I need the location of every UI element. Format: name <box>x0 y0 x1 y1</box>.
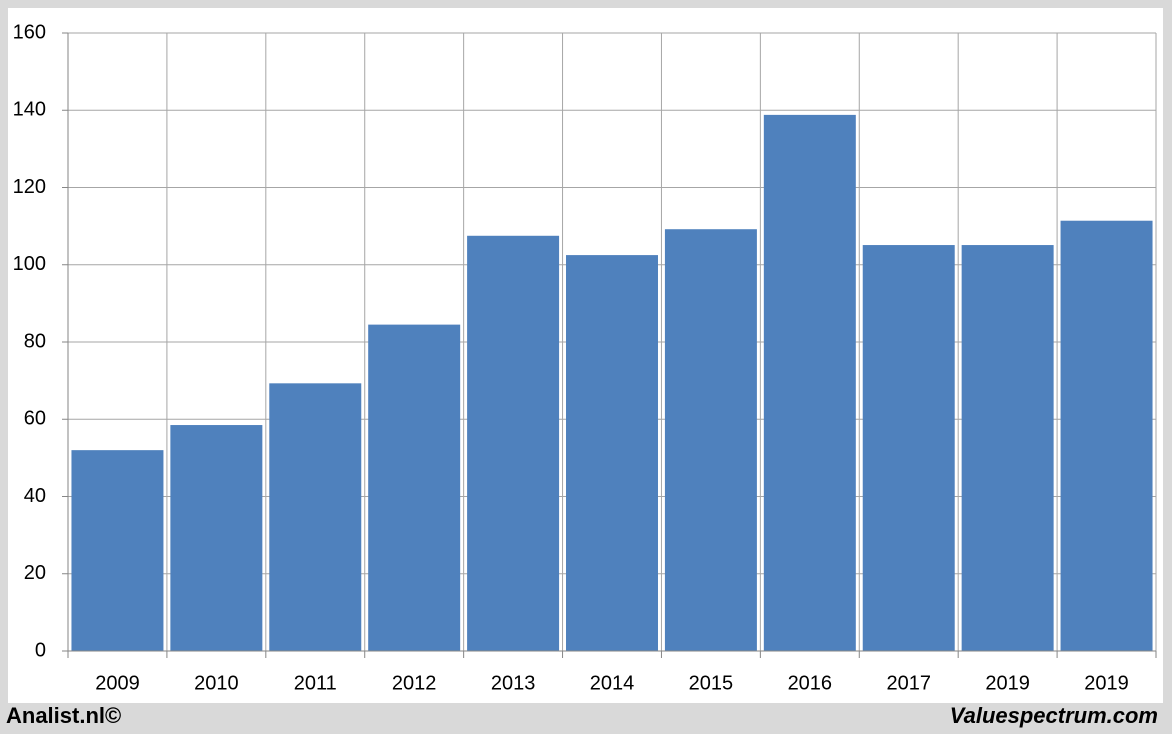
y-tick-label: 20 <box>24 562 46 584</box>
bar <box>269 383 362 651</box>
y-tick-label: 140 <box>13 99 46 121</box>
y-tick-label: 40 <box>24 485 46 507</box>
x-tick-label: 2017 <box>886 672 931 694</box>
bar <box>961 245 1054 651</box>
bar <box>862 245 955 651</box>
bar <box>368 324 461 651</box>
x-tick-label: 2013 <box>491 672 536 694</box>
y-tick-label: 80 <box>24 330 46 352</box>
x-tick-label: 2019 <box>985 672 1030 694</box>
y-tick-label: 160 <box>13 21 46 43</box>
y-tick-label: 0 <box>35 639 46 661</box>
bar <box>170 425 263 651</box>
bar <box>566 255 658 651</box>
footer-left: Analist.nl© <box>6 703 121 728</box>
footer-right: Valuespectrum.com <box>950 703 1158 728</box>
x-tick-label: 2014 <box>590 672 635 694</box>
y-tick-label: 100 <box>13 253 46 275</box>
x-tick-label: 2011 <box>294 672 337 694</box>
bar <box>763 114 856 651</box>
x-tick-label: 2010 <box>194 672 239 694</box>
x-tick-label: 2016 <box>788 672 833 694</box>
bar <box>71 450 164 651</box>
x-tick-label: 2015 <box>689 672 734 694</box>
x-tick-label: 2019 <box>1084 672 1129 694</box>
y-tick-label: 120 <box>13 176 46 198</box>
y-tick-label: 60 <box>24 408 46 430</box>
x-tick-label: 2012 <box>392 672 437 694</box>
x-tick-label: 2009 <box>95 672 140 694</box>
bar <box>664 229 757 651</box>
bar <box>467 235 560 651</box>
bar <box>1060 220 1153 651</box>
